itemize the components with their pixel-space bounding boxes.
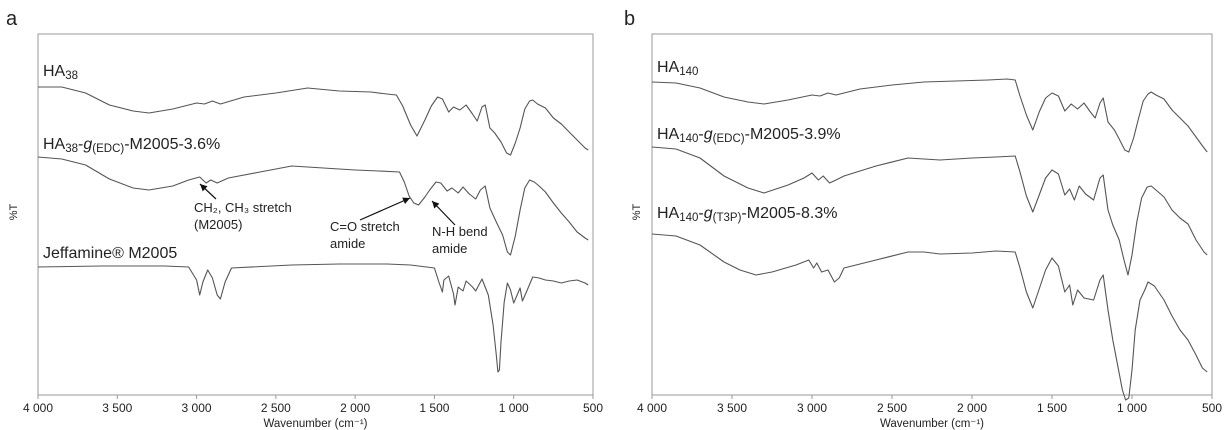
series-label: HA140-g(T3P)-M2005-8.3%	[657, 205, 837, 224]
spectrum-line	[651, 233, 1208, 401]
series-label: HA140-g(EDC)-M2005-3.9%	[657, 126, 841, 145]
spectrum-line	[38, 86, 589, 156]
x-tick-label: 2 000	[957, 401, 987, 415]
x-tick-label: 1 000	[1117, 401, 1147, 415]
spectrum-line	[37, 263, 589, 373]
x-tick-label: 2 000	[340, 401, 370, 415]
x-tick-label: 4 000	[23, 401, 53, 415]
annotation-label: N-H bend amide	[432, 224, 488, 256]
x-tick-label: 500	[1202, 401, 1222, 415]
x-tick-label: 3 500	[717, 401, 747, 415]
spectrum-line	[37, 156, 589, 256]
x-tick-label: 3 000	[797, 401, 827, 415]
x-tick-label: 3 000	[182, 401, 212, 415]
x-tick-label: 1 500	[419, 401, 449, 415]
x-tick-label: 1 500	[1037, 401, 1067, 415]
series-label: HA38-g(EDC)-M2005-3.6%	[43, 136, 220, 155]
y-axis-title: %T	[8, 203, 20, 220]
x-tick-label: 4 000	[637, 401, 667, 415]
y-axis-title: %T	[631, 203, 643, 220]
panel-letter-b: b	[624, 8, 636, 30]
x-tick-label: 1 000	[499, 401, 529, 415]
annotation-label: C=O stretch amide	[330, 219, 400, 251]
spectrum-line	[651, 78, 1208, 153]
panel-a-plot: 4 000 3 500 3 000 2 500 2 000 1 500 1 000 500 Wa…	[8, 33, 603, 430]
x-tick-label: 2 500	[877, 401, 907, 415]
annotation-arrowhead	[432, 201, 440, 209]
panel-letter-a: a	[6, 8, 18, 30]
annotation-arrowhead	[200, 184, 208, 192]
x-axis-title: Wavenumber (cm⁻¹)	[880, 418, 984, 430]
annotation-arrow	[359, 197, 411, 221]
plot-frame	[651, 33, 1213, 396]
x-tick-label: 500	[583, 401, 603, 415]
x-tick-label: 2 500	[261, 401, 291, 415]
x-axis-title: Wavenumber (cm⁻¹)	[263, 418, 367, 430]
annotation-arrowhead	[402, 197, 410, 205]
series-label: Jeffamine® M2005	[43, 245, 177, 262]
plot-frame	[37, 33, 594, 396]
panel-b-plot: 4 000 3 500 3 000 2 500 2 000 1 500 1 000 500 Wa…	[631, 33, 1222, 430]
series-label: HA140	[657, 59, 698, 78]
annotation-label: CH₂, CH₃ stretch (M2005)	[194, 200, 292, 232]
series-label: HA38	[43, 63, 78, 82]
spectrum-line	[651, 146, 1208, 276]
x-tick-label: 3 500	[102, 401, 132, 415]
